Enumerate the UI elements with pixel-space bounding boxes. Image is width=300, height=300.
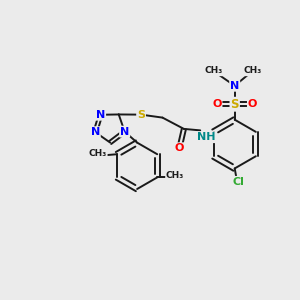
- Text: O: O: [175, 143, 184, 153]
- Text: N: N: [230, 81, 239, 91]
- Text: CH₃: CH₃: [204, 66, 222, 75]
- Text: S: S: [230, 98, 239, 111]
- Text: NH: NH: [197, 132, 215, 142]
- Text: CH₃: CH₃: [243, 66, 262, 75]
- Text: O: O: [212, 99, 222, 109]
- Text: O: O: [248, 99, 257, 109]
- Text: CH₃: CH₃: [88, 149, 107, 158]
- Text: N: N: [91, 127, 100, 137]
- Text: Cl: Cl: [232, 177, 244, 187]
- Text: N: N: [120, 127, 129, 136]
- Text: S: S: [137, 110, 145, 120]
- Text: CH₃: CH₃: [166, 170, 184, 179]
- Text: N: N: [96, 110, 105, 120]
